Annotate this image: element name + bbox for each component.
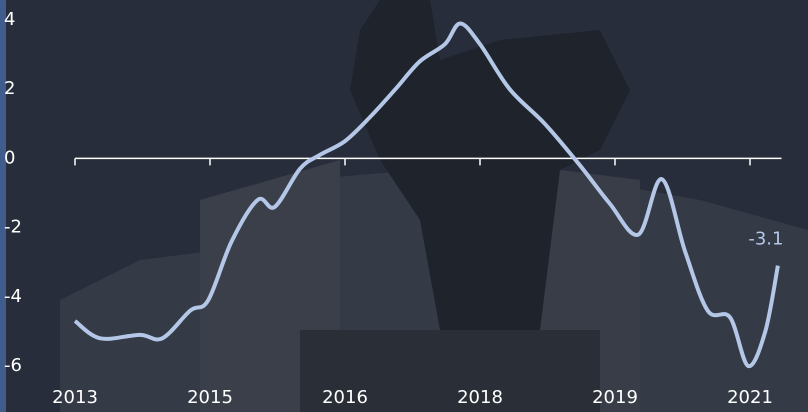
x-tick-label: 2015 xyxy=(187,387,233,408)
x-tick-label: 2013 xyxy=(52,387,98,408)
x-tick-label: 2018 xyxy=(457,387,503,408)
pedestal xyxy=(300,330,600,412)
y-tick-label: -4 xyxy=(4,286,22,307)
end-label: -3.1 xyxy=(748,229,783,250)
y-tick-label: 4 xyxy=(4,9,15,30)
y-tick-label: 2 xyxy=(4,78,15,99)
x-tick-label: 2019 xyxy=(592,387,638,408)
y-tick-label: -6 xyxy=(4,355,22,376)
x-tick-label: 2021 xyxy=(727,387,773,408)
x-tick-label: 2016 xyxy=(322,387,368,408)
series-line xyxy=(73,21,780,369)
y-tick-label: -2 xyxy=(4,217,22,238)
edge-strip xyxy=(0,0,6,412)
statue xyxy=(350,0,630,330)
y-tick-label: 0 xyxy=(4,147,15,168)
